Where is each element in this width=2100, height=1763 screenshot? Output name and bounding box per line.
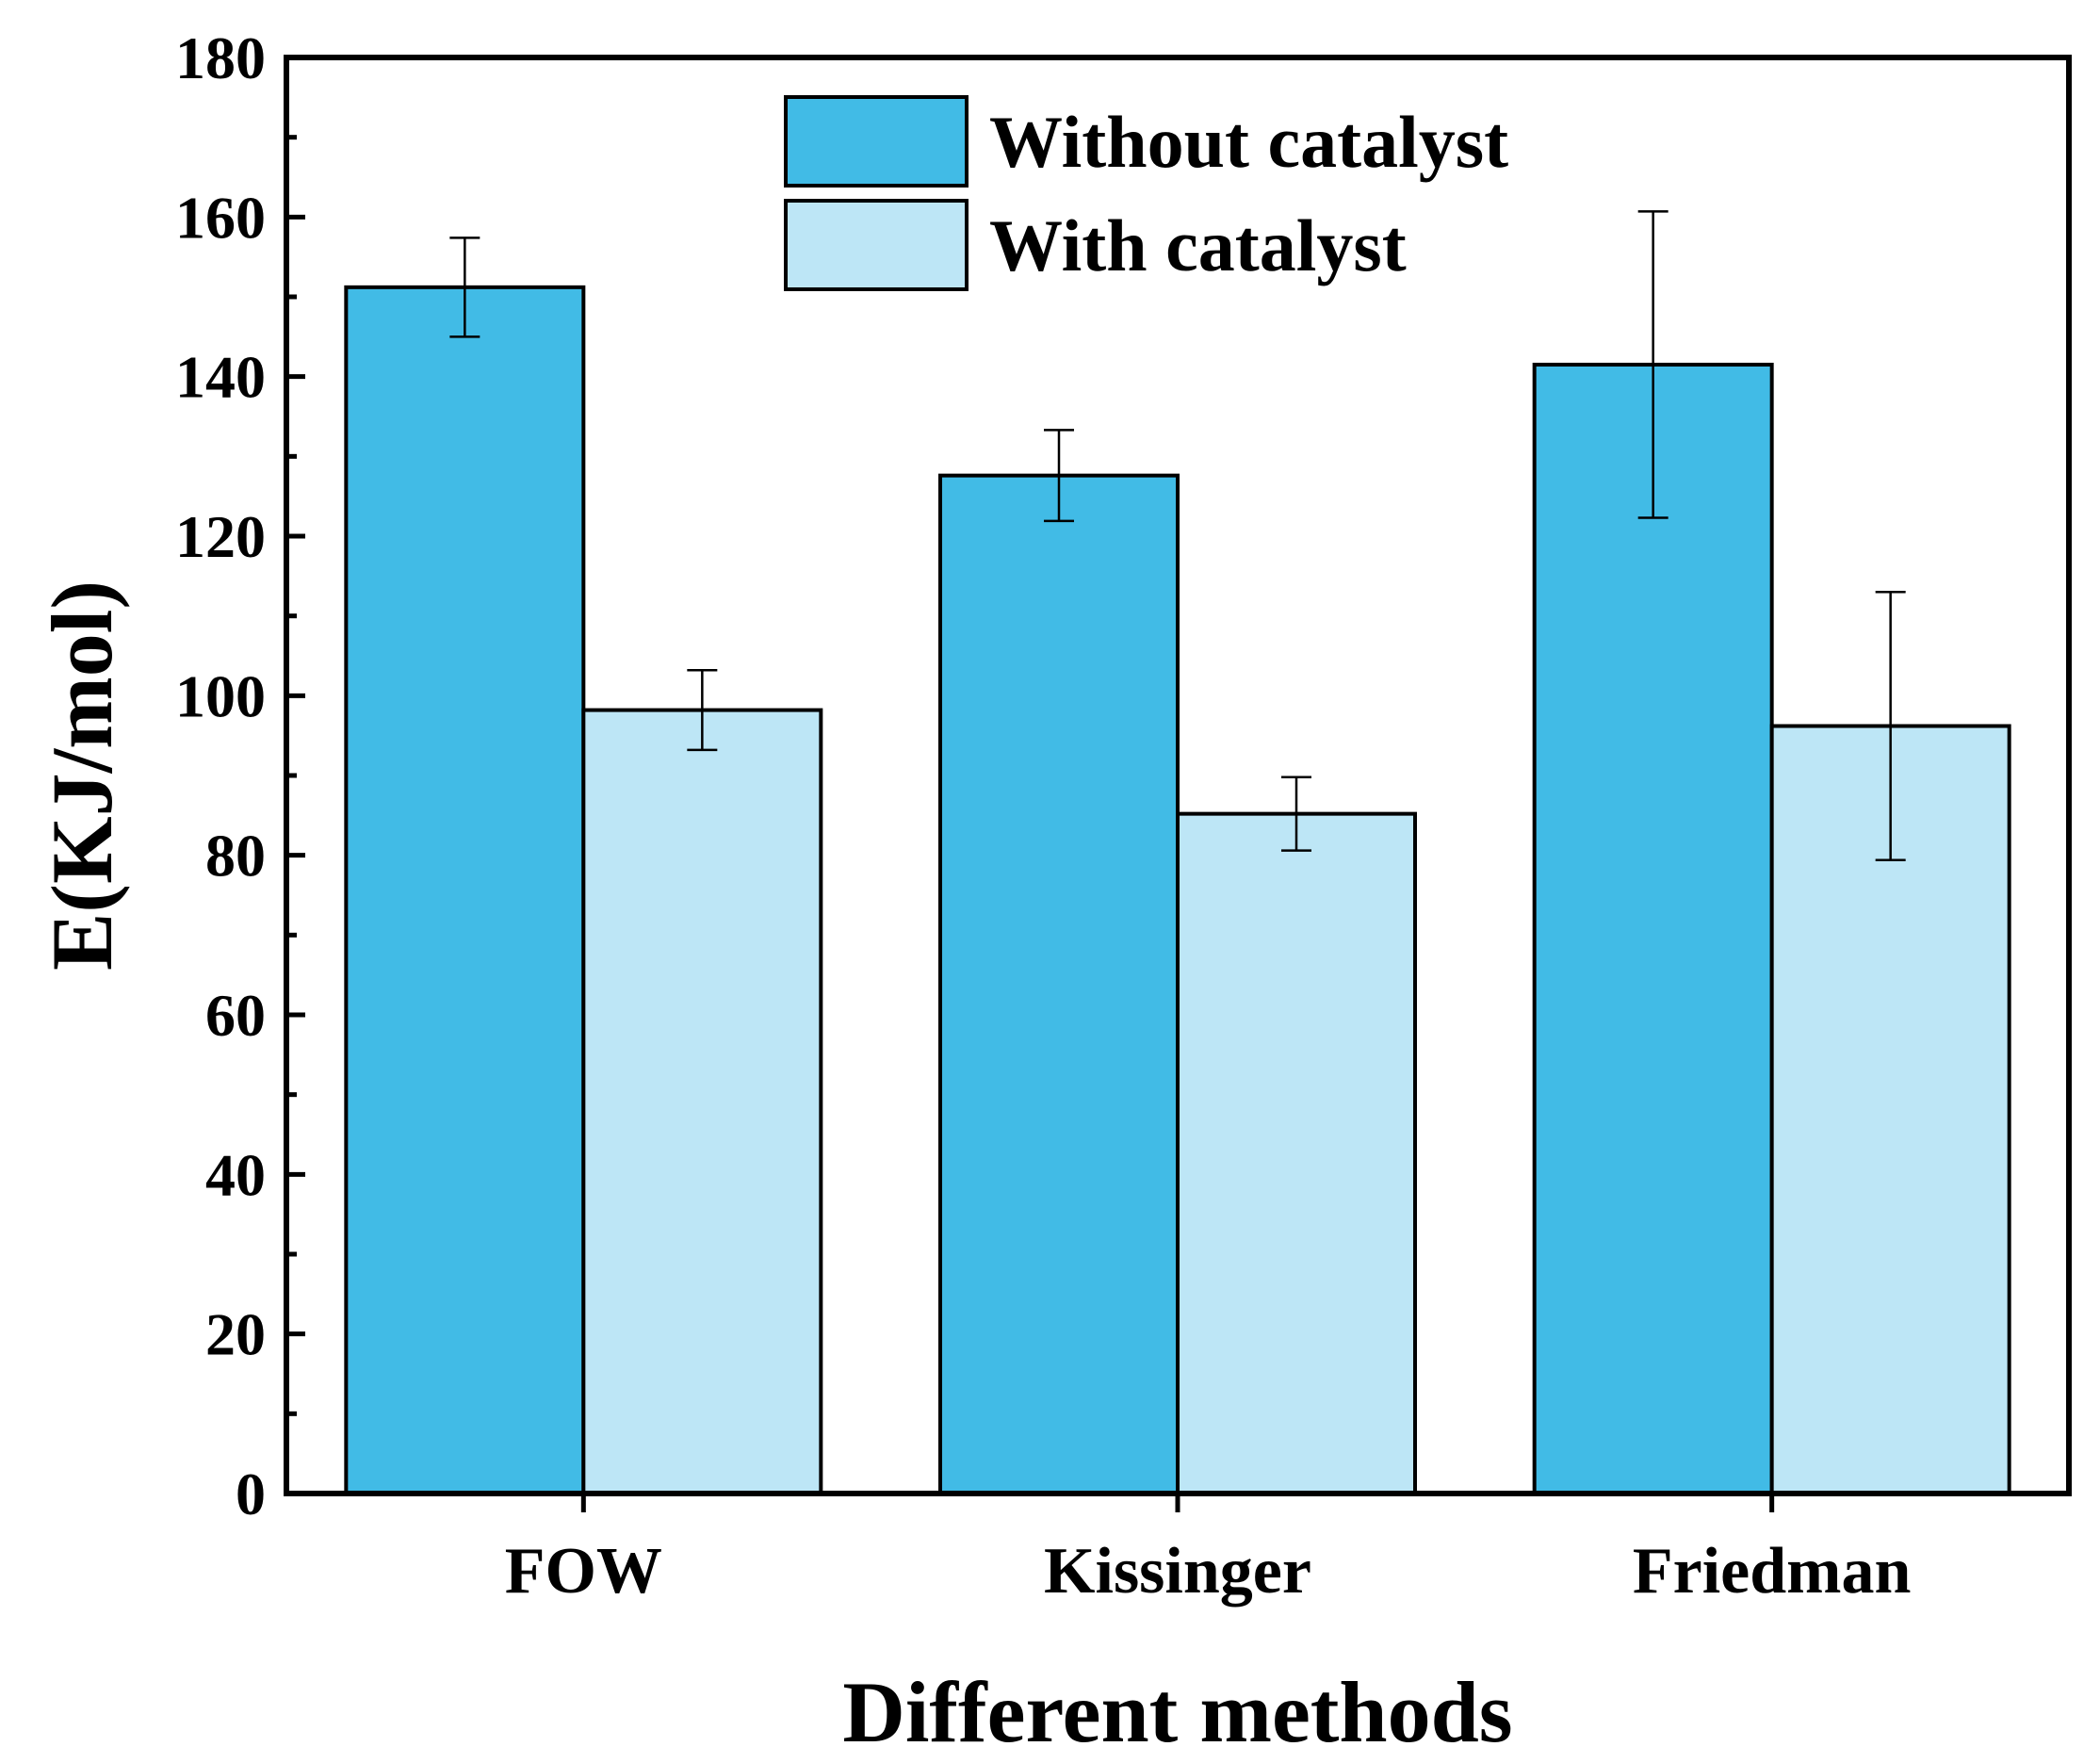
- error-bar-without-catalyst-friedman: [1637, 210, 1669, 519]
- y-axis: 0 20 40 60 80 100 120 140 160 180: [175, 24, 305, 1527]
- bar-without-catalyst-kissinger: [938, 473, 1180, 1495]
- legend: Without catalyst With catalyst: [784, 95, 1508, 291]
- y-tick-label: 60: [205, 982, 266, 1049]
- y-tick-label: 40: [205, 1141, 266, 1208]
- bar-with-catalyst-kissinger: [1176, 811, 1417, 1495]
- legend-label-without-catalyst: Without catalyst: [989, 101, 1508, 183]
- error-bar-with-catalyst-friedman: [1875, 591, 1906, 861]
- error-bar-without-catalyst-fow: [449, 237, 480, 338]
- error-bar-with-catalyst-kissinger: [1281, 775, 1311, 852]
- x-tick-label-friedman: Friedman: [1633, 1535, 1912, 1608]
- y-tick-label: 100: [175, 662, 266, 729]
- y-axis-title: E(KJ/mol): [34, 580, 130, 971]
- y-tick-label: 140: [175, 344, 266, 411]
- y-tick-label: 160: [175, 184, 266, 251]
- x-axis-title: Different methods: [842, 1664, 1512, 1760]
- legend-swatch-with-catalyst: [784, 199, 969, 291]
- y-tick-label: 120: [175, 503, 266, 570]
- bar-without-catalyst-fow: [344, 285, 586, 1496]
- bar-without-catalyst-friedman: [1532, 362, 1774, 1495]
- error-bar-without-catalyst-kissinger: [1044, 429, 1074, 523]
- x-tick-label-kissinger: Kissinger: [1044, 1535, 1311, 1608]
- legend-swatch-without-catalyst: [784, 95, 969, 188]
- error-bars-layer: [449, 210, 1906, 861]
- bar-with-catalyst-fow: [581, 708, 823, 1495]
- y-tick-label: 180: [175, 24, 266, 91]
- legend-label-with-catalyst: With catalyst: [989, 204, 1407, 286]
- y-tick-label: 0: [236, 1461, 266, 1527]
- y-tick-label: 20: [205, 1301, 266, 1368]
- bars-layer: [344, 285, 2011, 1496]
- y-tick-label: 80: [205, 823, 266, 890]
- x-tick-label-fow: FOW: [505, 1535, 662, 1608]
- error-bar-with-catalyst-fow: [687, 668, 718, 752]
- x-axis: FOW Kissinger Friedman: [505, 1494, 1912, 1608]
